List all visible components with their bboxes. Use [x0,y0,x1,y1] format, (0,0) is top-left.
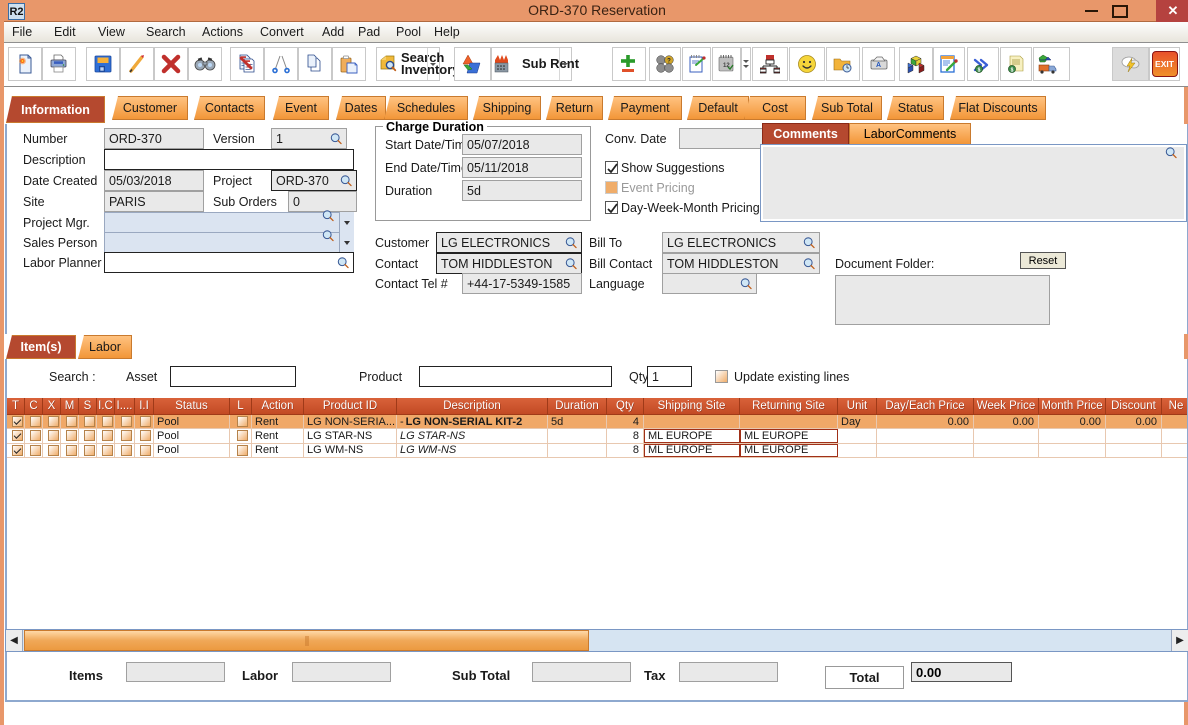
svg-text:$: $ [1011,67,1014,73]
svg-text:$: $ [978,67,981,73]
svg-text:A: A [876,62,881,69]
